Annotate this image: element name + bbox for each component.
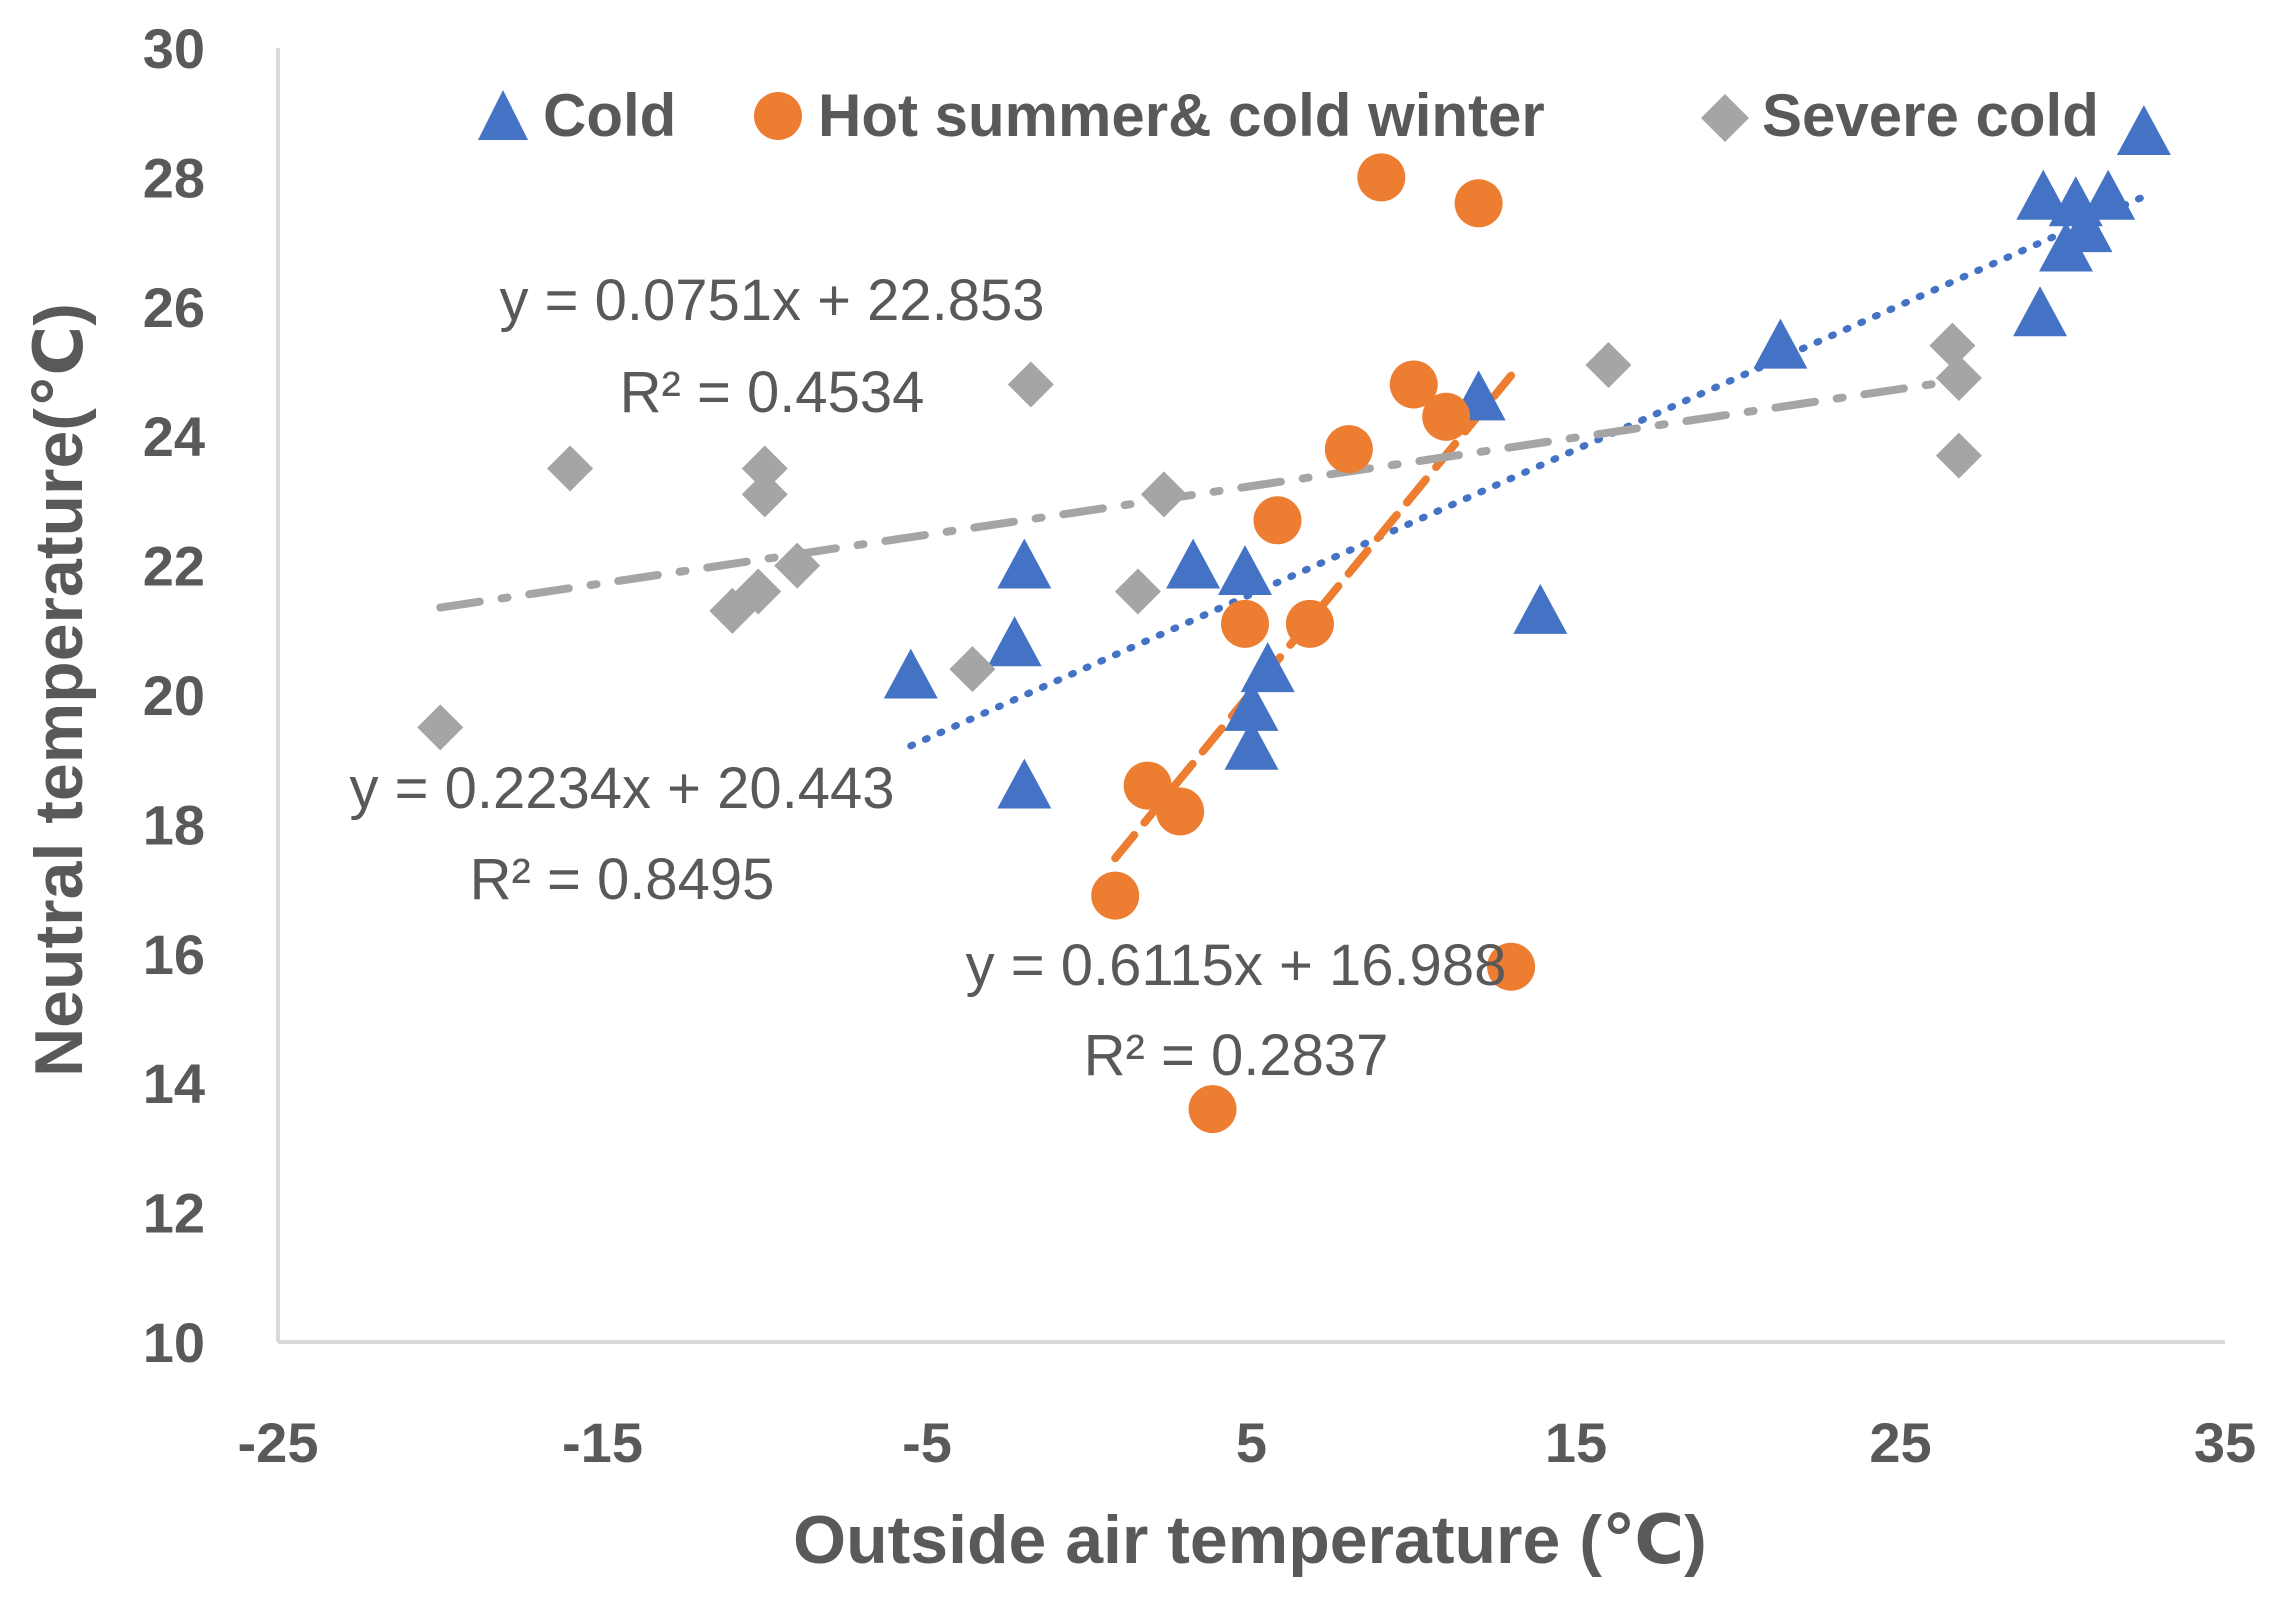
y-tick-labels: 10 12 14 16 18 20 22 24 26 28 30 <box>143 17 205 1374</box>
trend-label-cold: y = 0.2234x + 20.443 R² = 0.8495 <box>350 756 895 912</box>
point-severe-cold <box>547 445 594 492</box>
point-cold <box>1753 318 1808 369</box>
legend-marker-cold <box>478 90 528 140</box>
point-severe-cold <box>1140 471 1187 518</box>
x-tick-labels: -25 -15 -5 5 15 25 35 <box>238 1411 2257 1474</box>
x-tick-label: -15 <box>562 1411 643 1474</box>
legend-marker-severe-cold <box>1701 94 1749 142</box>
trendline-severe-cold <box>436 376 1963 612</box>
legend-marker-hot-summer <box>754 92 802 140</box>
y-tick-label: 16 <box>143 923 205 986</box>
trend-label-severe-cold: y = 0.0751x + 22.853 R² = 0.4534 <box>500 268 1045 425</box>
equation-cold: y = 0.2234x + 20.443 <box>350 756 895 821</box>
x-tick-label: 15 <box>1545 1411 1607 1474</box>
x-tick-label: 5 <box>1236 1411 1267 1474</box>
y-tick-label: 12 <box>143 1182 205 1245</box>
r2-hot-summer: R² = 0.2837 <box>1084 1023 1389 1088</box>
point-severe-cold <box>1935 354 1982 401</box>
point-hot-summer <box>1487 942 1536 991</box>
point-hot-summer <box>1221 599 1270 648</box>
point-hot-summer <box>1156 787 1205 836</box>
point-hot-summer <box>1454 179 1503 228</box>
point-cold <box>2081 169 2136 220</box>
x-tick-label: 25 <box>1869 1411 1931 1474</box>
point-severe-cold <box>1114 568 1161 615</box>
equation-severe-cold: y = 0.0751x + 22.853 <box>500 268 1045 333</box>
point-cold <box>883 648 938 699</box>
x-tick-label: -25 <box>238 1411 319 1474</box>
legend-label-cold: Cold <box>543 82 676 149</box>
point-cold <box>1218 545 1273 596</box>
point-hot-summer <box>1285 599 1334 648</box>
trendlines <box>436 193 2148 863</box>
point-severe-cold <box>741 471 788 518</box>
point-hot-summer <box>1324 425 1373 474</box>
point-cold <box>2116 105 2171 156</box>
point-hot-summer <box>1253 496 1302 545</box>
point-severe-cold <box>1935 432 1982 479</box>
point-severe-cold <box>1585 342 1632 389</box>
point-cold <box>987 616 1042 667</box>
legend-label-severe-cold: Severe cold <box>1762 82 2099 149</box>
point-severe-cold <box>1929 322 1976 369</box>
y-tick-label: 20 <box>143 664 205 727</box>
point-hot-summer <box>1389 360 1438 409</box>
trend-label-hot-summer: y = 0.6115x + 16.988 R² = 0.2837 <box>966 933 1507 1088</box>
legend-label-hot-summer: Hot summer& cold winter <box>818 82 1545 149</box>
r2-severe-cold: R² = 0.4534 <box>620 360 925 425</box>
point-cold <box>2013 286 2068 337</box>
point-severe-cold <box>741 445 788 492</box>
legend: Cold Hot summer& cold winter Severe cold <box>478 82 2099 149</box>
point-cold <box>1240 642 1295 693</box>
y-tick-label: 30 <box>143 17 205 80</box>
point-severe-cold <box>735 568 782 615</box>
x-axis-title: Outside air temperature (℃) <box>793 1502 1707 1578</box>
point-cold <box>1166 538 1221 589</box>
y-tick-label: 14 <box>143 1052 205 1115</box>
point-severe-cold <box>949 646 996 693</box>
point-cold <box>2058 202 2113 253</box>
y-tick-label: 26 <box>143 276 205 339</box>
point-cold <box>1224 719 1279 770</box>
y-tick-label: 22 <box>143 535 205 598</box>
point-cold <box>1224 680 1279 731</box>
point-cold <box>997 758 1052 809</box>
x-tick-label: 35 <box>2194 1411 2256 1474</box>
x-tick-label: -5 <box>902 1411 952 1474</box>
y-tick-label: 28 <box>143 146 205 209</box>
point-cold <box>1513 583 1568 634</box>
point-severe-cold <box>1007 361 1054 408</box>
y-tick-label: 18 <box>143 793 205 856</box>
point-hot-summer <box>1188 1085 1237 1134</box>
point-hot-summer <box>1091 871 1140 920</box>
point-hot-summer <box>1422 392 1471 441</box>
trendline-cold <box>907 193 2148 750</box>
r2-cold: R² = 0.8495 <box>470 847 775 912</box>
point-hot-summer <box>1357 153 1406 202</box>
point-severe-cold <box>774 542 821 589</box>
y-tick-label: 10 <box>143 1311 205 1374</box>
point-severe-cold <box>417 704 464 751</box>
data-points <box>417 105 2171 1134</box>
y-axis-title: Neutral temperature(℃) <box>21 303 97 1077</box>
point-hot-summer <box>1123 761 1172 810</box>
point-cold <box>997 538 1052 589</box>
equation-hot-summer: y = 0.6115x + 16.988 <box>966 933 1507 998</box>
point-cold <box>2016 169 2071 220</box>
y-tick-label: 24 <box>143 405 205 468</box>
